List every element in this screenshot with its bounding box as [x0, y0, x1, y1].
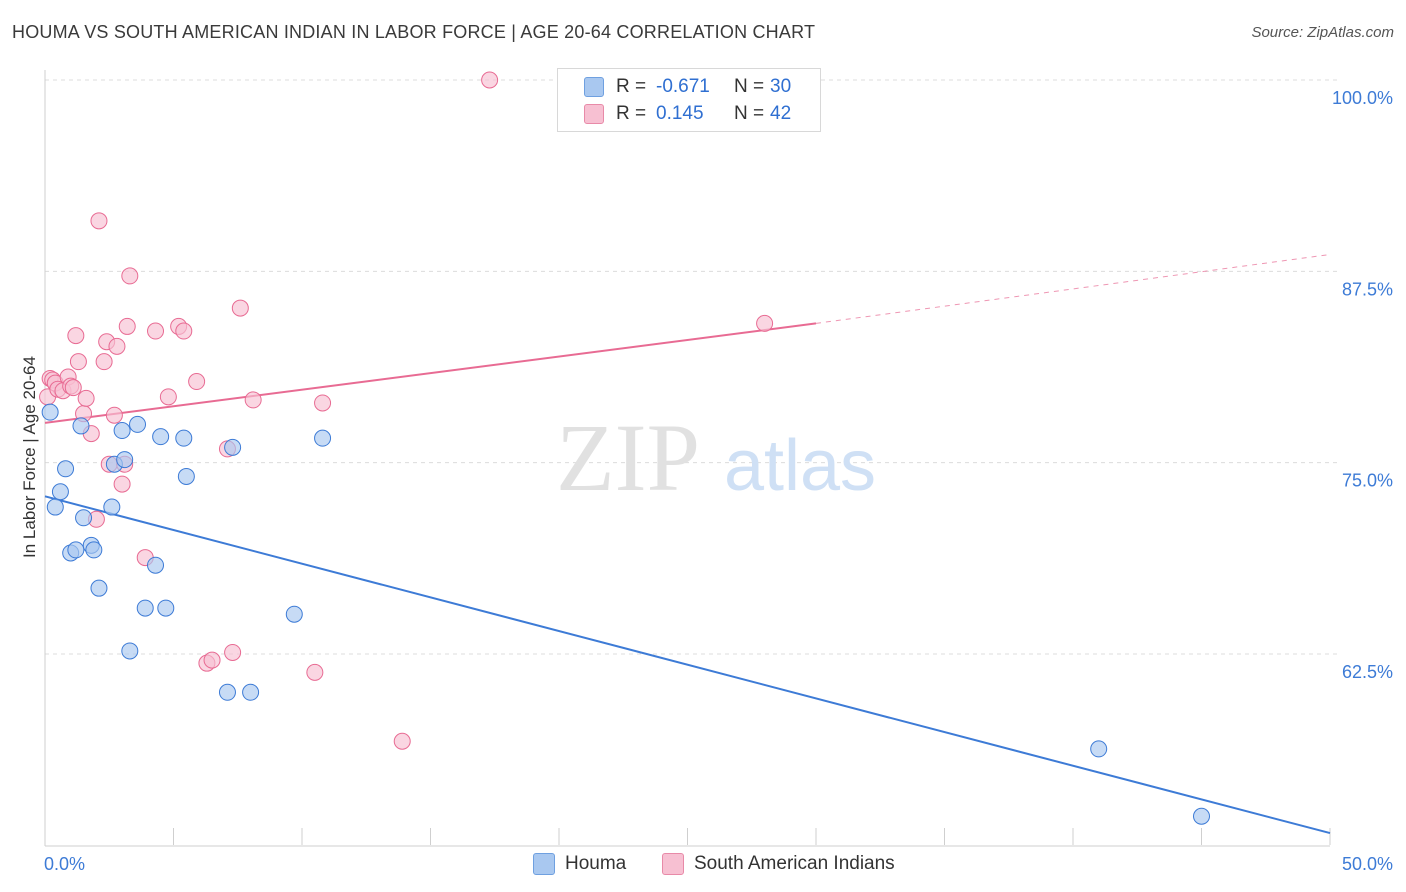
point-south-american-indians	[95, 353, 113, 371]
source-label: Source: ZipAtlas.com	[1251, 24, 1394, 41]
point-south-american-indians	[224, 643, 242, 661]
point-houma	[90, 579, 108, 597]
point-houma	[67, 541, 85, 559]
point-houma	[85, 541, 103, 559]
series-label-houma: Houma	[565, 853, 627, 874]
point-houma	[129, 415, 147, 433]
point-south-american-indians	[64, 379, 82, 397]
point-houma	[121, 642, 139, 660]
trend-line-south-american-indians	[44, 322, 817, 424]
point-houma	[113, 422, 131, 440]
point-houma	[218, 683, 236, 701]
series-swatch-houma	[533, 853, 555, 875]
x-tick-labels: 0.0% 50.0%	[44, 854, 1393, 874]
watermark-atlas: atlas	[724, 426, 876, 506]
point-houma	[285, 605, 303, 623]
point-south-american-indians	[90, 212, 108, 230]
point-south-american-indians	[481, 71, 499, 89]
series-legend: Houma South American Indians	[0, 853, 1406, 877]
point-houma	[1090, 740, 1108, 758]
point-south-american-indians	[203, 651, 221, 669]
point-south-american-indians	[67, 327, 85, 345]
legend-r-value: 0.145	[656, 103, 704, 124]
point-houma	[147, 556, 165, 574]
legend-r-label: R =	[616, 76, 647, 97]
point-south-american-indians	[306, 663, 324, 681]
legend-row-south-american-indians: R = 0.145 N = 42	[584, 102, 791, 126]
point-south-american-indians	[756, 314, 774, 332]
point-south-american-indians	[77, 389, 95, 407]
watermark-zip: ZIP	[556, 404, 700, 511]
point-houma	[57, 460, 75, 478]
point-houma	[41, 403, 59, 421]
legend-swatch-houma	[584, 77, 604, 97]
point-houma	[75, 509, 93, 527]
point-houma	[136, 599, 154, 617]
point-houma	[224, 438, 242, 456]
point-houma	[51, 483, 69, 501]
legend-n-value: 42	[770, 103, 792, 124]
point-south-american-indians	[314, 394, 332, 412]
point-houma	[72, 417, 90, 435]
data-points	[39, 71, 1210, 825]
point-south-american-indians	[105, 406, 123, 424]
point-south-american-indians	[175, 322, 193, 340]
x-tick-label: 50.0%	[1342, 854, 1393, 874]
watermark: ZIP atlas	[556, 404, 876, 511]
legend-n-label: N =	[734, 103, 765, 124]
legend-row-houma: R = -0.671 N = 30	[584, 75, 791, 99]
point-south-american-indians	[113, 475, 131, 493]
legend-n-value: 30	[770, 76, 792, 97]
point-south-american-indians	[188, 373, 206, 391]
point-houma	[242, 683, 260, 701]
point-south-american-indians	[108, 337, 126, 355]
point-houma	[177, 467, 195, 485]
point-houma	[157, 599, 175, 617]
trend-lines	[44, 254, 1331, 835]
y-tick-label: 75.0%	[1342, 471, 1393, 491]
point-south-american-indians	[159, 388, 177, 406]
legend-r-value: -0.671	[656, 76, 710, 97]
point-south-american-indians	[121, 267, 139, 285]
trend-line-extrapolated	[815, 254, 1331, 324]
point-houma	[1193, 807, 1210, 825]
point-houma	[152, 428, 170, 446]
grid-lines	[45, 79, 1338, 655]
point-houma	[116, 451, 134, 469]
chart-title: HOUMA VS SOUTH AMERICAN INDIAN IN LABOR …	[12, 22, 816, 42]
point-south-american-indians	[147, 322, 165, 340]
point-south-american-indians	[118, 317, 136, 335]
point-south-american-indians	[393, 732, 411, 750]
y-axis-label: In Labor Force | Age 20-64	[20, 356, 39, 558]
y-tick-label: 87.5%	[1342, 279, 1393, 299]
y-tick-labels: 62.5% 75.0% 87.5% 100.0%	[1332, 88, 1393, 682]
point-houma	[175, 429, 193, 447]
point-houma	[103, 498, 121, 516]
series-legend-south-american-indians[interactable]: South American Indians	[662, 853, 895, 875]
legend-n-label: N =	[734, 76, 765, 97]
legend-swatch-south-american-indians	[584, 104, 604, 124]
point-south-american-indians	[69, 353, 87, 371]
legend-r-label: R =	[616, 103, 647, 124]
axes	[44, 70, 1331, 847]
series-label-south-american-indians: South American Indians	[694, 853, 895, 874]
point-houma	[314, 429, 332, 447]
x-tick-label: 0.0%	[44, 854, 85, 874]
point-south-american-indians	[231, 299, 249, 317]
series-swatch-south-american-indians	[662, 853, 684, 875]
point-south-american-indians	[244, 391, 262, 409]
trend-line-houma	[44, 495, 1331, 835]
y-tick-label: 100.0%	[1332, 88, 1393, 108]
point-houma	[46, 498, 64, 516]
y-tick-label: 62.5%	[1342, 662, 1393, 682]
series-legend-houma[interactable]: Houma	[533, 853, 626, 875]
stats-legend: R = -0.671 N = 30 R = 0.145 N = 42	[557, 68, 821, 132]
